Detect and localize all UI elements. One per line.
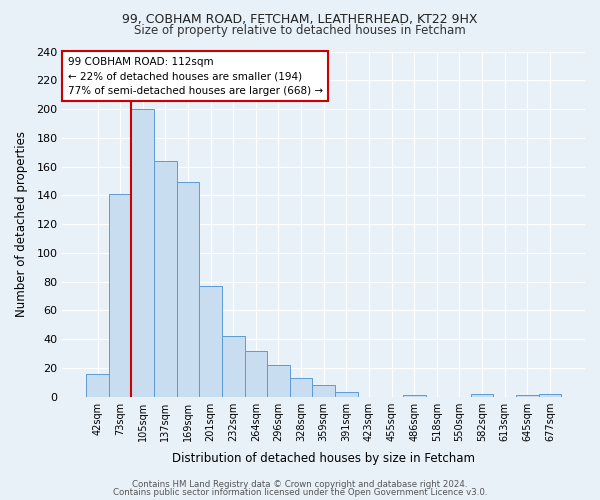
- Text: 99, COBHAM ROAD, FETCHAM, LEATHERHEAD, KT22 9HX: 99, COBHAM ROAD, FETCHAM, LEATHERHEAD, K…: [122, 12, 478, 26]
- Bar: [539, 394, 561, 396]
- Bar: [403, 395, 425, 396]
- Y-axis label: Number of detached properties: Number of detached properties: [15, 131, 28, 317]
- X-axis label: Distribution of detached houses by size in Fetcham: Distribution of detached houses by size …: [172, 452, 475, 465]
- Text: Contains HM Land Registry data © Crown copyright and database right 2024.: Contains HM Land Registry data © Crown c…: [132, 480, 468, 489]
- Bar: [199, 286, 222, 397]
- Bar: [154, 161, 176, 396]
- Bar: [176, 182, 199, 396]
- Bar: [516, 395, 539, 396]
- Bar: [109, 194, 131, 396]
- Bar: [245, 350, 267, 397]
- Bar: [222, 336, 245, 396]
- Bar: [313, 385, 335, 396]
- Text: Size of property relative to detached houses in Fetcham: Size of property relative to detached ho…: [134, 24, 466, 37]
- Bar: [267, 365, 290, 396]
- Bar: [471, 394, 493, 396]
- Bar: [131, 109, 154, 397]
- Bar: [290, 378, 313, 396]
- Text: 99 COBHAM ROAD: 112sqm
← 22% of detached houses are smaller (194)
77% of semi-de: 99 COBHAM ROAD: 112sqm ← 22% of detached…: [68, 56, 323, 96]
- Bar: [335, 392, 358, 396]
- Text: Contains public sector information licensed under the Open Government Licence v3: Contains public sector information licen…: [113, 488, 487, 497]
- Bar: [86, 374, 109, 396]
